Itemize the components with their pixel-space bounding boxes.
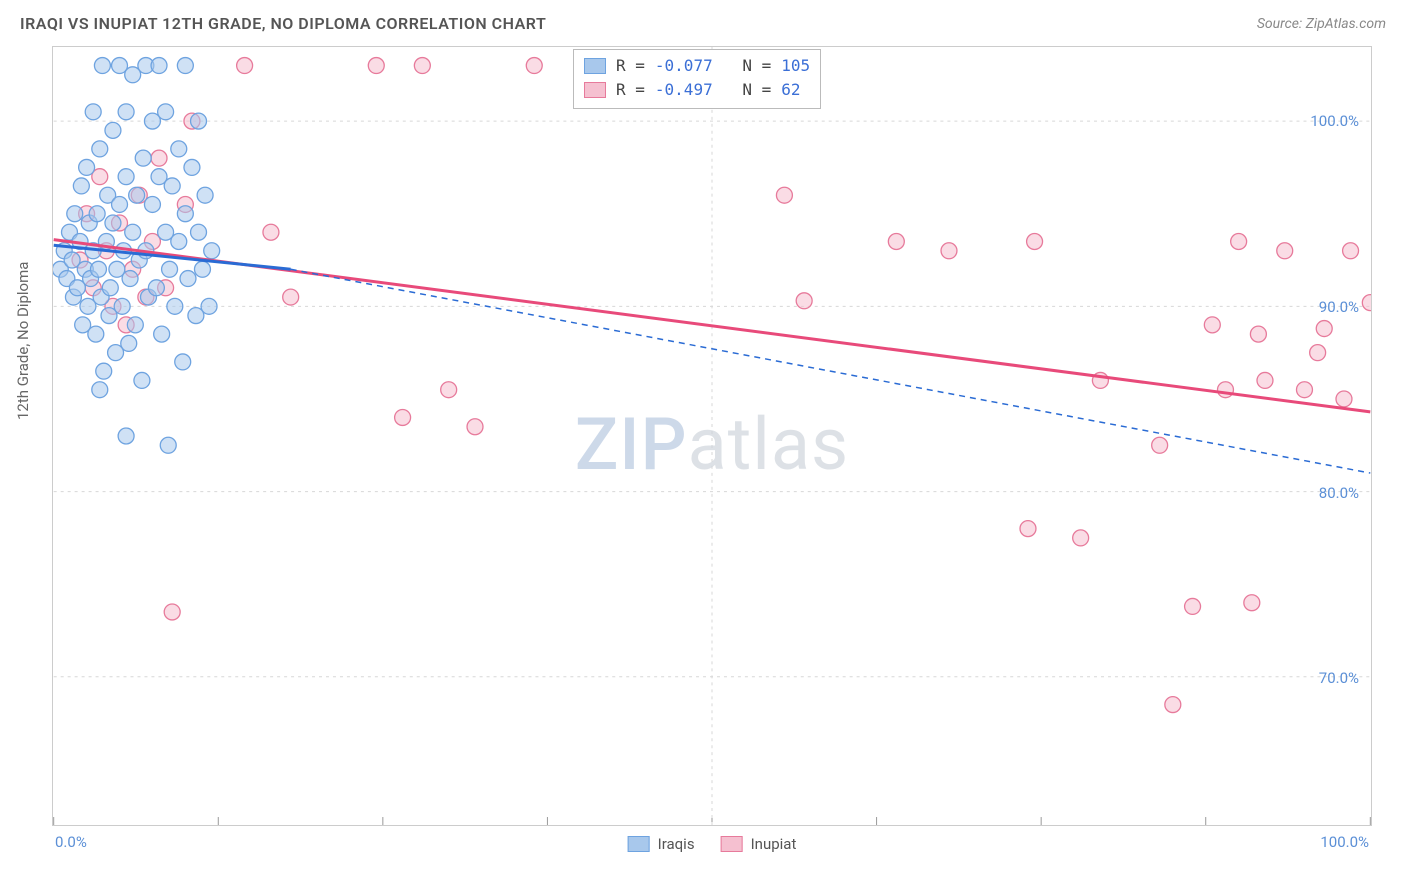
legend-row-iraqis: R = -0.077 N = 105 — [584, 54, 810, 78]
y-tick-label: 80.0% — [1319, 484, 1359, 502]
series-legend: Iraqis Inupiat — [628, 835, 797, 853]
n-value-iraqis: 105 — [781, 54, 810, 78]
n-label: N = — [742, 54, 771, 78]
scatter-plot-svg — [53, 47, 1371, 825]
r-label: R = — [616, 54, 645, 78]
source-attribution: Source: ZipAtlas.com — [1257, 16, 1386, 32]
y-tick-label: 100.0% — [1310, 112, 1359, 130]
chart-title: IRAQI VS INUPIAT 12TH GRADE, NO DIPLOMA … — [20, 14, 546, 33]
correlation-legend: R = -0.077 N = 105 R = -0.497 N = 62 — [573, 49, 821, 109]
swatch-inupiat-icon — [721, 836, 743, 852]
legend-row-inupiat: R = -0.497 N = 62 — [584, 78, 810, 102]
chart-area: ZIPatlas R = -0.077 N = 105 R = -0.497 N… — [52, 46, 1372, 826]
y-axis-label: 12th Grade, No Diploma — [14, 262, 32, 420]
y-tick-label: 90.0% — [1319, 298, 1359, 316]
swatch-iraqis-icon — [628, 836, 650, 852]
n-value-inupiat: 62 — [781, 78, 800, 102]
swatch-iraqis — [584, 58, 606, 74]
y-tick-label: 70.0% — [1319, 669, 1359, 687]
r-label: R = — [616, 78, 645, 102]
legend-label-iraqis: Iraqis — [658, 835, 695, 853]
r-value-iraqis: -0.077 — [655, 54, 713, 78]
swatch-inupiat — [584, 82, 606, 98]
legend-label-inupiat: Inupiat — [751, 835, 797, 853]
legend-item-iraqis: Iraqis — [628, 835, 695, 853]
legend-item-inupiat: Inupiat — [721, 835, 797, 853]
n-label: N = — [742, 78, 771, 102]
x-tick-label: 0.0% — [55, 833, 87, 851]
x-tick-label: 100.0% — [1320, 833, 1369, 851]
r-value-inupiat: -0.497 — [655, 78, 713, 102]
